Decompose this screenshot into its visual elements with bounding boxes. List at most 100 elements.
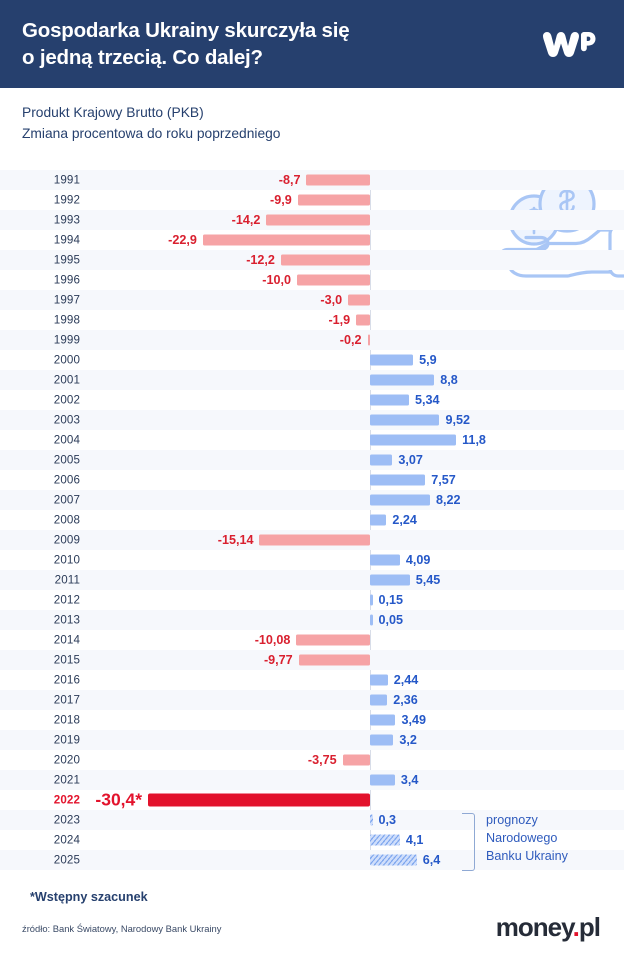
year-label: 2022 — [53, 793, 80, 807]
table-row: 2008 2,24 — [0, 510, 624, 530]
table-row: 2017 2,36 — [0, 690, 624, 710]
bar-2013 — [370, 614, 373, 626]
forecast-label: prognozy Narodowego Banku Ukrainy — [486, 813, 568, 863]
bar-2004 — [370, 434, 457, 446]
bar-2023 — [370, 814, 373, 826]
year-label: 2024 — [53, 833, 80, 847]
bar-2019 — [370, 734, 394, 746]
year-label: 1995 — [53, 253, 80, 267]
table-row: 1996 -10,0 — [0, 270, 624, 290]
bar-1997 — [348, 294, 370, 306]
value-label: 0,3 — [378, 813, 397, 827]
table-row: 2002 5,34 — [0, 390, 624, 410]
bar-2003 — [370, 414, 440, 426]
year-label: 2004 — [53, 433, 80, 447]
year-label: 2018 — [53, 713, 80, 727]
page-title: Gospodarka Ukrainy skurczyła się o jedną… — [22, 18, 350, 69]
bar-2001 — [370, 374, 435, 386]
bar-2021 — [370, 774, 395, 786]
year-label: 2025 — [53, 853, 80, 867]
table-row: 2003 9,52 — [0, 410, 624, 430]
table-row: 2014 -10,08 — [0, 630, 624, 650]
year-label: 2005 — [53, 453, 80, 467]
bar-2007 — [370, 494, 430, 506]
value-label: 4,09 — [405, 553, 431, 567]
bar-2020 — [342, 754, 370, 766]
table-row: 2001 8,8 — [0, 370, 624, 390]
value-label: -14,2 — [231, 213, 261, 227]
bar-1992 — [297, 194, 370, 206]
year-label: 1999 — [53, 333, 80, 347]
bar-1993 — [266, 214, 370, 226]
value-label: 5,9 — [419, 353, 437, 367]
bar-2018 — [370, 714, 396, 726]
year-label: 2007 — [53, 493, 80, 507]
money-pl-logo: money.pl — [495, 912, 601, 943]
bar-1996 — [297, 274, 370, 286]
year-label: 1996 — [53, 273, 80, 287]
bar-2008 — [370, 514, 387, 526]
brand-suffix: pl — [578, 912, 601, 942]
brand-name: money — [495, 912, 574, 942]
table-row: 2006 7,57 — [0, 470, 624, 490]
table-row: 2005 3,07 — [0, 450, 624, 470]
year-label: 2006 — [53, 473, 80, 487]
table-row: 1992 -9,9 — [0, 190, 624, 210]
bar-1991 — [306, 174, 370, 186]
table-row: 1991 -8,7 — [0, 170, 624, 190]
value-label: 7,57 — [431, 473, 456, 487]
year-label: 2010 — [53, 553, 80, 567]
year-label: 1992 — [53, 193, 80, 207]
bar-1998 — [356, 314, 370, 326]
value-label: -10,0 — [262, 273, 291, 287]
year-label: 2023 — [53, 813, 80, 827]
value-label: -9,77 — [263, 653, 293, 667]
table-row: 2013 0,05 — [0, 610, 624, 630]
forecast-bracket-icon — [462, 813, 475, 871]
year-label: 2008 — [53, 513, 80, 527]
value-label: 3,2 — [399, 733, 417, 747]
subtitle-line-2: Zmiana procentowa do roku poprzedniego — [22, 126, 281, 142]
chart-rows: 1991 -8,7 1992 -9,9 1993 -14,2 1994 -22,9 1995 -1… — [0, 170, 624, 870]
table-row: 2018 3,49 — [0, 710, 624, 730]
table-row: 2019 3,2 — [0, 730, 624, 750]
table-row: 2007 8,22 — [0, 490, 624, 510]
bar-2017 — [370, 694, 388, 706]
bar-2025 — [370, 854, 417, 866]
year-label: 2003 — [53, 413, 80, 427]
year-label: 2002 — [53, 393, 80, 407]
table-row: 2009 -15,14 — [0, 530, 624, 550]
year-label: 2012 — [53, 593, 80, 607]
year-label: 2015 — [53, 653, 80, 667]
value-label: -10,08 — [254, 633, 291, 647]
subtitle-line-1: Produkt Krajowy Brutto (PKB) — [22, 105, 204, 120]
value-label: -9,9 — [270, 193, 292, 207]
bar-2009 — [259, 534, 370, 546]
value-label: 8,8 — [440, 373, 458, 387]
bar-1995 — [280, 254, 370, 266]
table-row: 1998 -1,9 — [0, 310, 624, 330]
value-label: 9,52 — [445, 413, 470, 427]
year-label: 1993 — [53, 213, 80, 227]
table-row: 2016 2,44 — [0, 670, 624, 690]
year-label: 2020 — [53, 753, 80, 767]
bar-2012 — [370, 594, 373, 606]
year-label: 2009 — [53, 533, 80, 547]
bar-2002 — [370, 394, 409, 406]
value-label: 3,07 — [398, 453, 423, 467]
value-label: 0,15 — [378, 593, 404, 607]
wp-logo — [540, 27, 596, 61]
bar-2016 — [370, 674, 388, 686]
table-row: 2020 -3,75 — [0, 750, 624, 770]
year-label: 2011 — [54, 573, 80, 587]
value-label: 5,34 — [414, 393, 440, 407]
bar-2024 — [370, 834, 400, 846]
table-row: 2010 4,09 — [0, 550, 624, 570]
bar-2000 — [370, 354, 414, 366]
table-row: 1999 -0,2 — [0, 330, 624, 350]
chart-subtitle: Produkt Krajowy Brutto (PKB) Zmiana proc… — [0, 88, 624, 145]
table-row: 2000 5,9 — [0, 350, 624, 370]
value-label: 3,4 — [400, 773, 419, 787]
table-row: 2012 0,15 — [0, 590, 624, 610]
table-row: 1995 -12,2 — [0, 250, 624, 270]
